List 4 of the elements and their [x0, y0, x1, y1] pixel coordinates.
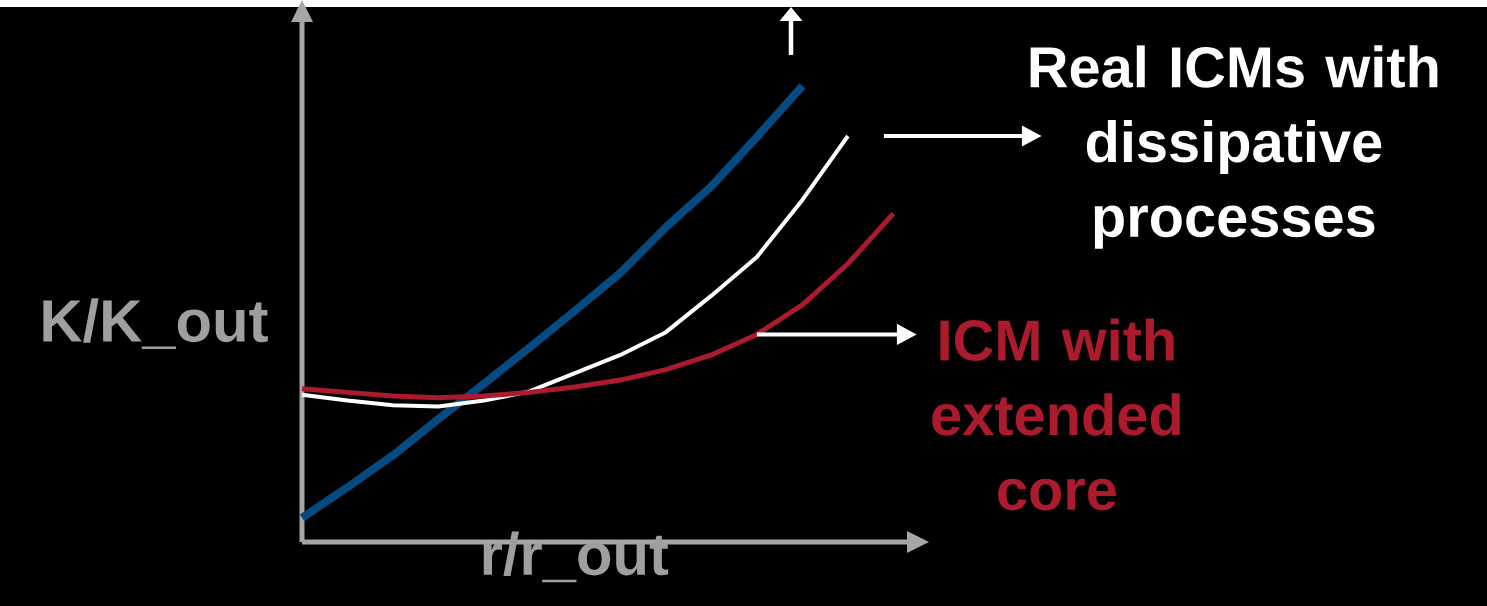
- x-axis-title: r/r_out: [483, 531, 669, 583]
- y-axis-title: K/K_out: [43, 298, 268, 349]
- text: ICM with extended core: [932, 318, 1180, 511]
- text: Real ICMs with dissipative processes: [1030, 45, 1438, 249]
